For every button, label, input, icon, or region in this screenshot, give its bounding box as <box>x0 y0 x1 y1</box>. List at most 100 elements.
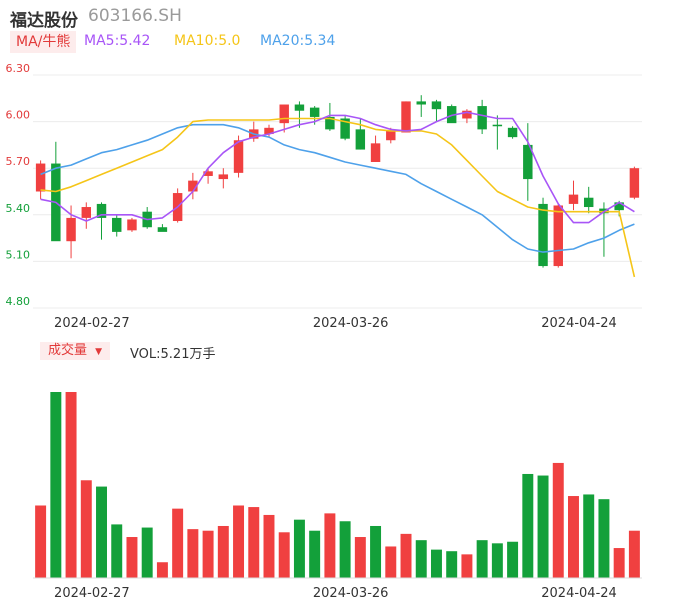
candle-body <box>279 104 289 124</box>
dropdown-arrow-icon: ▼ <box>95 347 103 357</box>
volume-bar <box>461 554 473 578</box>
candle-body <box>294 104 305 111</box>
x-tick-label: 2024-04-24 <box>541 316 617 331</box>
volume-bar <box>370 525 382 578</box>
volume-bar <box>65 392 77 578</box>
candle-body <box>416 101 426 105</box>
candle-body <box>538 203 548 267</box>
volume-bar <box>35 505 47 578</box>
volume-bar <box>613 548 625 578</box>
candle-body <box>112 217 122 232</box>
volume-bar <box>233 505 245 578</box>
ma10-line <box>40 117 636 278</box>
candle-body <box>66 217 76 242</box>
volume-bar <box>141 527 153 578</box>
candle-body <box>614 202 624 211</box>
volume-bar <box>507 541 519 578</box>
volume-bar <box>80 480 92 578</box>
volume-value: VOL:5.21万手 <box>130 347 216 362</box>
volume-bar <box>293 519 305 578</box>
y-tick-label: 5.10 <box>6 248 31 261</box>
ma20-line <box>40 123 635 253</box>
volume-bar <box>50 392 62 578</box>
ma5-line <box>40 111 635 224</box>
candle-body <box>203 171 213 176</box>
candle-body <box>553 205 563 267</box>
y-tick-label: 6.00 <box>6 109 31 122</box>
stock-name: 福达股份 <box>10 11 78 31</box>
candle-body <box>96 203 107 218</box>
candle-body <box>81 207 92 218</box>
volume-bar <box>324 513 336 578</box>
volume-bar <box>598 499 610 578</box>
candle-body <box>401 101 411 133</box>
candle-body <box>340 118 350 139</box>
volume-bar <box>552 462 564 578</box>
volume-bar <box>583 494 595 578</box>
candle-body <box>568 194 579 204</box>
volume-x-tick-label: 2024-02-27 <box>54 586 130 601</box>
volume-bar <box>96 486 107 578</box>
candle-body <box>188 180 198 192</box>
volume-bar <box>278 532 290 578</box>
volume-bar <box>568 496 579 578</box>
volume-x-tick-label: 2024-04-24 <box>541 586 617 601</box>
x-tick-label: 2024-02-27 <box>54 316 130 331</box>
candle-body <box>629 168 640 198</box>
ma10-legend: MA10:5.0 <box>174 33 241 49</box>
volume-bar <box>111 524 123 578</box>
candle-body <box>325 116 335 130</box>
volume-bar <box>537 475 549 578</box>
candle-body <box>523 144 533 180</box>
volume-bar <box>446 551 458 578</box>
volume-x-tick-label: 2024-03-26 <box>313 586 389 601</box>
x-tick-label: 2024-03-26 <box>313 316 389 331</box>
volume-bar <box>309 530 321 578</box>
y-tick-label: 4.80 <box>6 295 31 308</box>
candle-body <box>462 110 472 119</box>
volume-bar <box>187 529 199 578</box>
stock-code: 603166.SH <box>88 6 182 26</box>
y-tick-label: 6.30 <box>6 62 31 75</box>
volume-label: 成交量 <box>48 343 88 358</box>
volume-bar <box>430 549 442 578</box>
candle-body <box>218 174 229 180</box>
volume-bar <box>354 537 366 578</box>
y-tick-label: 5.70 <box>6 155 31 168</box>
y-tick-label: 5.40 <box>6 202 31 215</box>
volume-bar <box>628 530 640 578</box>
candle-body <box>127 219 137 231</box>
volume-bar <box>263 514 275 578</box>
volume-bar <box>339 521 351 578</box>
volume-bar <box>217 525 229 578</box>
candle-body <box>370 143 381 162</box>
volume-bar <box>202 530 214 578</box>
candle-body <box>157 227 168 232</box>
volume-bar <box>385 546 397 578</box>
volume-bar <box>172 508 184 578</box>
candle-body <box>477 106 487 130</box>
candle-body <box>233 140 244 173</box>
volume-bar <box>522 473 534 578</box>
ma5-legend: MA5:5.42 <box>84 33 151 49</box>
volume-indicator-selector[interactable]: 成交量 ▼ <box>40 342 111 360</box>
ma20-legend: MA20:5.34 <box>260 33 336 49</box>
candle-body <box>355 129 366 150</box>
candle-body <box>264 127 274 135</box>
volume-bar <box>126 537 138 578</box>
candle-body <box>507 127 518 138</box>
candle-body <box>35 163 46 192</box>
candle-body <box>492 124 503 127</box>
volume-bar <box>415 540 427 578</box>
candle-body <box>309 107 320 117</box>
candle-body <box>431 101 442 110</box>
volume-bar <box>400 533 412 578</box>
volume-bar <box>476 540 488 578</box>
volume-bar <box>156 562 168 578</box>
volume-bar <box>248 507 260 578</box>
candle-body <box>386 130 396 141</box>
ma-indicator-selector[interactable]: MA/牛熊 <box>10 31 77 53</box>
candle-body <box>583 197 594 208</box>
volume-bar <box>491 543 503 578</box>
